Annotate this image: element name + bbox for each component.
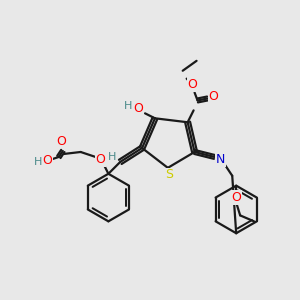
Text: O: O xyxy=(208,90,218,103)
Text: H: H xyxy=(124,101,132,111)
Text: O: O xyxy=(133,102,143,115)
Text: H: H xyxy=(34,157,42,167)
Text: N: N xyxy=(216,153,225,167)
Text: O: O xyxy=(188,78,197,91)
Text: O: O xyxy=(95,153,105,167)
Text: O: O xyxy=(231,191,241,204)
Text: O: O xyxy=(56,135,66,148)
Text: S: S xyxy=(165,168,173,181)
Text: O: O xyxy=(42,154,52,167)
Text: H: H xyxy=(108,152,116,162)
